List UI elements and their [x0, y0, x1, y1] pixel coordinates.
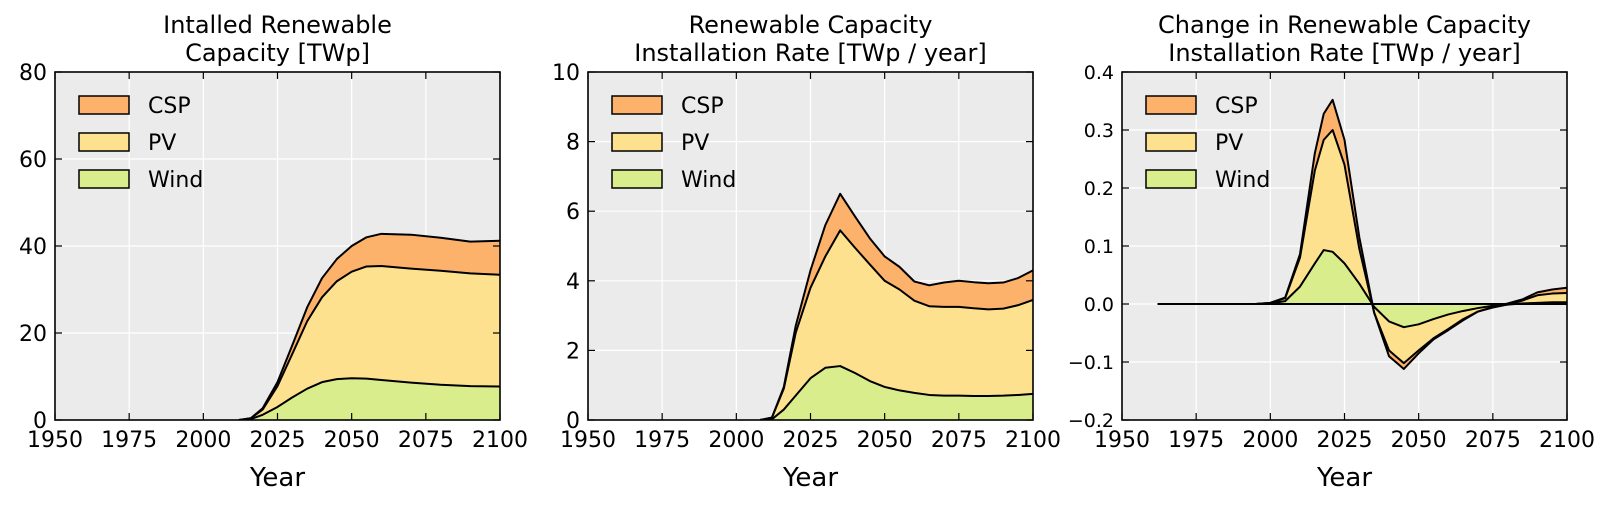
y-tick-label: 60	[19, 148, 47, 173]
legend-label-csp: CSP	[1215, 94, 1258, 119]
x-tick-label: 2100	[472, 428, 528, 453]
y-tick-label: 4	[566, 270, 580, 295]
series-line-csp	[1157, 98, 1567, 370]
chart-title-line: Intalled Renewable	[163, 11, 392, 39]
chart-panel-2: 1950 1975 2000 2025 2050 2075 2100 0 2 4 6 8 10 Renew…	[552, 11, 1061, 493]
area-csp	[238, 233, 500, 420]
legend: CSP PV Wind	[1145, 94, 1270, 193]
x-tick-label: 2025	[250, 428, 306, 453]
series-line-csp	[759, 192, 1033, 420]
x-tick-label: 1950	[560, 428, 616, 453]
y-tick-label: 0	[566, 409, 580, 434]
x-tick-label: 1950	[27, 428, 83, 453]
legend-swatch-csp	[1145, 95, 1197, 115]
x-tick-label: 2050	[324, 428, 380, 453]
y-tick-label: 10	[552, 61, 580, 86]
x-tick-label: 2100	[1539, 428, 1595, 453]
legend-swatch-pv	[611, 132, 663, 152]
area-wind	[760, 366, 1033, 420]
x-tick-label: 2075	[398, 428, 454, 453]
legend-swatch-pv	[1145, 132, 1197, 152]
x-axis-label: Year	[782, 463, 838, 493]
y-tick-label: 40	[19, 235, 47, 260]
x-tick-label: 2075	[931, 428, 987, 453]
legend: CSP PV Wind	[611, 94, 736, 193]
series-line-pv	[759, 229, 1033, 420]
x-tick-label: 2050	[1391, 428, 1447, 453]
legend-swatch-csp	[78, 95, 130, 115]
x-tick-label: 1950	[1094, 428, 1150, 453]
x-tick-label: 1975	[1168, 428, 1224, 453]
y-tick-label: 0.4	[1084, 62, 1114, 84]
x-axis-label: Year	[249, 463, 305, 493]
chart-title-line: Change in Renewable Capacity	[1158, 11, 1531, 39]
x-tick-label: 2000	[175, 428, 231, 453]
legend-label-wind: Wind	[148, 168, 203, 193]
chart-title-line: Installation Rate [TWp / year]	[634, 39, 986, 67]
y-tick-label: 0.0	[1084, 294, 1114, 316]
y-tick-label: 20	[19, 322, 47, 347]
x-tick-label: 2075	[1465, 428, 1521, 453]
x-tick-label: 1975	[634, 428, 690, 453]
chart-panel-3: 1950 1975 2000 2025 2050 2075 2100 −0.2 −0.1 0.0 0…	[1068, 11, 1595, 493]
chart-panel-1: 1950 1975 2000 2025 2050 2075 2100 0 20 40 60 80 Int…	[19, 11, 528, 493]
x-axis-label: Year	[1316, 463, 1372, 493]
legend-swatch-wind	[1145, 169, 1197, 189]
y-tick-label: 6	[566, 200, 580, 225]
legend-label-csp: CSP	[681, 94, 724, 119]
stacked-areas	[1157, 98, 1567, 370]
legend-label-wind: Wind	[681, 168, 736, 193]
x-tick-label: 2050	[857, 428, 913, 453]
x-tick-label: 2025	[1317, 428, 1373, 453]
area-pv	[760, 230, 1033, 420]
area-wind	[238, 378, 500, 420]
chart-title-line: Capacity [TWp]	[185, 39, 370, 67]
legend-swatch-csp	[611, 95, 663, 115]
y-tick-label: 0.2	[1084, 178, 1114, 200]
x-tick-label: 2025	[783, 428, 839, 453]
y-tick-label: 80	[19, 61, 47, 86]
y-tick-label: 0.1	[1084, 236, 1114, 258]
legend-swatch-pv	[78, 132, 130, 152]
legend-label-pv: PV	[148, 131, 176, 156]
legend-swatch-wind	[78, 169, 130, 189]
x-tick-label: 2100	[1005, 428, 1061, 453]
series-line-csp	[238, 232, 500, 420]
y-tick-label: −0.2	[1068, 410, 1114, 432]
legend: CSP PV Wind	[78, 94, 203, 193]
x-tick-label: 1975	[101, 428, 157, 453]
legend-label-pv: PV	[1215, 131, 1243, 156]
chart-title-line: Renewable Capacity	[689, 11, 933, 39]
chart-title-line: Installation Rate [TWp / year]	[1168, 39, 1520, 67]
y-tick-label: 2	[566, 339, 580, 364]
x-tick-label: 2000	[708, 428, 764, 453]
area-pv	[238, 266, 500, 420]
y-tick-label: 8	[566, 131, 580, 156]
series-line-wind	[760, 365, 1033, 420]
y-tick-label: 0.3	[1084, 120, 1114, 142]
series-line-pv	[238, 265, 500, 420]
stacked-areas	[759, 192, 1033, 420]
stacked-areas	[238, 232, 500, 420]
legend-label-csp: CSP	[148, 94, 191, 119]
y-tick-label: −0.1	[1068, 352, 1114, 374]
legend-label-pv: PV	[681, 131, 709, 156]
legend-label-wind: Wind	[1215, 168, 1270, 193]
series-line-wind	[238, 377, 500, 420]
x-tick-label: 2000	[1242, 428, 1298, 453]
legend-swatch-wind	[611, 169, 663, 189]
y-tick-label: 0	[33, 409, 47, 434]
